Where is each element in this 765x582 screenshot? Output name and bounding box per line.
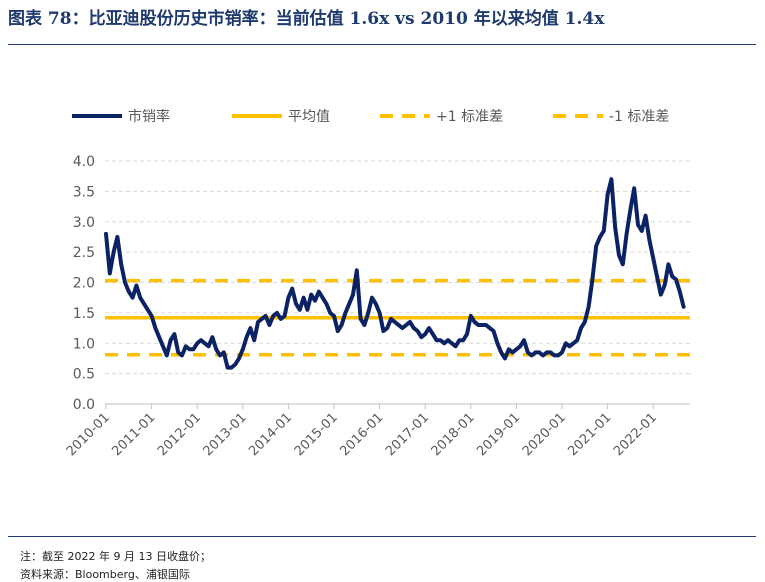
x-tick-label: 2018-01: [429, 410, 478, 459]
y-tick-label: 1.5: [73, 306, 95, 322]
y-tick-label: 3.0: [73, 215, 95, 231]
x-tick-label: 2017-01: [383, 410, 432, 459]
chart-legend: 市销率 平均值 +1 标准差 -1 标准差: [72, 108, 669, 125]
chart-svg: 市销率 平均值 +1 标准差 -1 标准差 0.0 0.5 1.0 1.5 2.0 2.5 3.0…: [64, 108, 690, 459]
y-axis: 0.0 0.5 1.0 1.5 2.0 2.5 3.0 3.5 4.0: [73, 154, 690, 413]
legend-label: 市销率: [128, 108, 170, 125]
x-tick-label: 2015-01: [292, 410, 341, 459]
x-tick-label: 2020-01: [520, 410, 569, 459]
footer-source: 资料来源：Bloomberg、浦银国际: [20, 568, 190, 581]
legend-label: +1 标准差: [436, 109, 503, 125]
x-tick-label: 2016-01: [337, 410, 386, 459]
legend-label: -1 标准差: [609, 109, 669, 125]
footer-rule: [8, 536, 756, 537]
x-tick-label: 2021-01: [565, 410, 614, 459]
ps-ratio-line: [104, 177, 686, 370]
x-tick-label: 2011-01: [109, 410, 158, 459]
chart-title: 图表 78：比亚迪股份历史市销率：当前估值 1.6x vs 2010 年以来均值…: [8, 9, 605, 29]
x-tick-label: 2014-01: [246, 410, 295, 459]
x-tick-label: 2013-01: [201, 410, 250, 459]
title-rule: [8, 44, 756, 45]
y-tick-label: 1.0: [73, 336, 95, 352]
x-tick-label: 2019-01: [474, 410, 523, 459]
y-tick-label: 2.5: [73, 245, 95, 261]
y-tick-label: 0.0: [73, 397, 95, 413]
footer-note: 注：截至 2022 年 9 月 13 日收盘价；: [20, 550, 211, 563]
series-layer: [104, 177, 686, 370]
grid-lines: [105, 160, 690, 375]
x-tick-label: 2010-01: [64, 410, 113, 459]
y-tick-label: 4.0: [73, 154, 95, 170]
y-tick-label: 3.5: [73, 184, 95, 200]
x-axis: 2010-012011-012012-012013-012014-012015-…: [64, 404, 660, 459]
x-tick-label: 2012-01: [155, 410, 204, 459]
y-tick-label: 2.0: [73, 276, 95, 292]
x-tick-label: 2022-01: [611, 410, 660, 459]
legend-label: 平均值: [288, 109, 330, 125]
y-tick-label: 0.5: [73, 367, 95, 383]
